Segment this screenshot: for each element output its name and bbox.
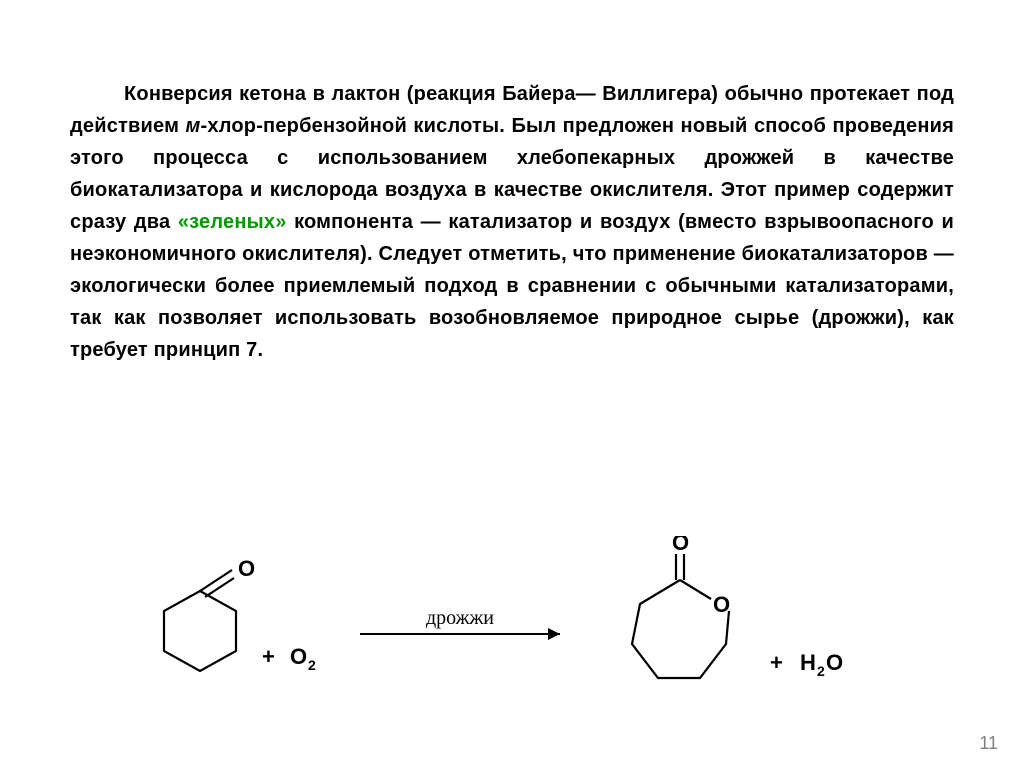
paragraph-text: Конверсия кетона в лактон (реакция Байер…: [70, 83, 954, 361]
plus-right: +: [770, 650, 783, 675]
slide-page: Конверсия кетона в лактон (реакция Байер…: [0, 0, 1024, 768]
h2o-h: H: [800, 650, 816, 675]
o2-sub: 2: [308, 657, 316, 673]
ketone-co-bond-2: [205, 578, 234, 597]
arrow-head: [548, 628, 560, 640]
cyclohexanone: O: [164, 556, 255, 671]
body-paragraph: Конверсия кетона в лактон (реакция Байер…: [70, 78, 954, 366]
ketone-oxygen-label: O: [238, 556, 255, 581]
reaction-scheme: O + O 2 дрожжи: [0, 536, 1024, 716]
o2-reagent: O 2: [290, 644, 316, 673]
plus-left: +: [262, 644, 275, 669]
h2o-product: H 2 O: [800, 650, 843, 679]
arrow-label: дрожжи: [426, 607, 494, 629]
lactone: O O: [632, 536, 730, 678]
text-run: компонента — катализатор и воздух (вмест…: [70, 211, 954, 361]
lactone-top-oxygen: O: [672, 536, 689, 555]
h2o-o: O: [826, 650, 843, 675]
text-italic: м: [186, 115, 201, 137]
h2o-2: 2: [817, 663, 825, 679]
o2-o: O: [290, 644, 307, 669]
text-green: «зеленых»: [178, 211, 287, 233]
ketone-co-bond-1: [200, 570, 232, 591]
reaction-arrow: дрожжи: [360, 607, 560, 640]
lactone-ring-oxygen: O: [713, 592, 730, 617]
cyclohexane-ring: [164, 591, 236, 671]
page-number: 11: [979, 733, 998, 754]
